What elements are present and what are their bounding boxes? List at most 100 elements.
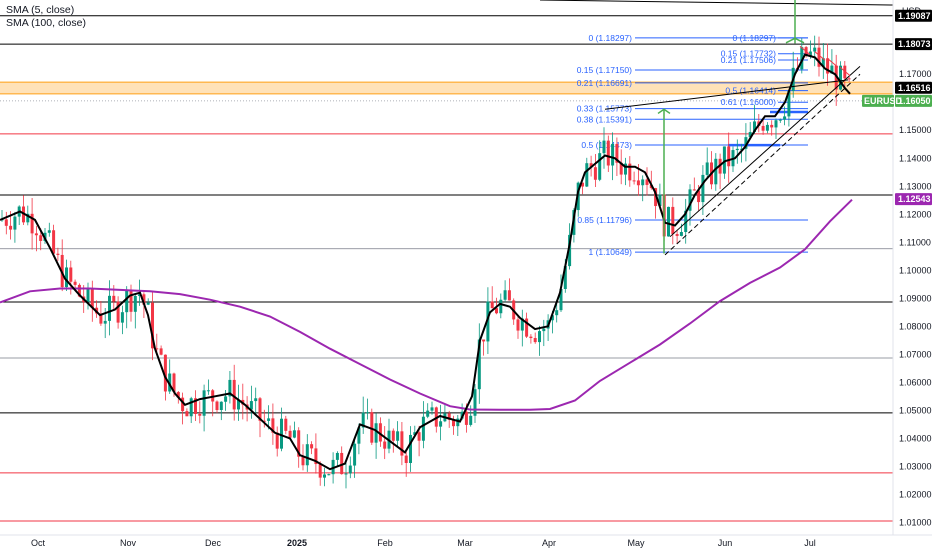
y-tick-label: 1.13000 [899, 181, 932, 191]
candle-body [482, 339, 486, 342]
candle-body [249, 401, 253, 410]
candle [219, 401, 223, 421]
candle [155, 333, 159, 353]
candle [404, 449, 408, 477]
candle [348, 456, 352, 479]
candle [232, 364, 236, 421]
fib-level-label: 1 (1.10649) [589, 247, 633, 257]
candle-body [284, 418, 288, 431]
candle [400, 421, 404, 466]
candle-body [65, 267, 68, 288]
candle [770, 120, 774, 136]
candle-body [826, 58, 830, 74]
candle-body [327, 474, 331, 476]
candle-body [744, 137, 748, 149]
fib-level-label: 0.85 (1.11796) [577, 215, 632, 225]
candle-body [396, 431, 400, 441]
symbol-tag-text: EURUSD [864, 96, 903, 106]
candle [516, 315, 520, 339]
candle [624, 157, 627, 186]
candle [559, 274, 563, 312]
sell-arrow [814, 51, 826, 61]
candle-body [563, 266, 567, 289]
price-labels: 1.19087 1.18073 1.16516 1.16050 1.12543 EURUS… [862, 9, 932, 206]
sell-arrow [839, 66, 851, 77]
candle-body [47, 230, 51, 233]
candle-body [421, 416, 425, 441]
candle [839, 61, 842, 91]
legend-sma100[interactable]: SMA (100, close) [6, 17, 86, 29]
arrow-head [657, 108, 671, 115]
candle [280, 407, 283, 452]
sma5-line [0, 53, 851, 471]
candle-body [727, 146, 731, 167]
candle-body [697, 190, 701, 203]
x-tick-label: Oct [31, 538, 46, 548]
candle-body [559, 288, 563, 311]
legend-sma5[interactable]: SMA (5, close) [6, 4, 75, 16]
candle [185, 408, 189, 417]
candle-body [228, 379, 232, 397]
y-tick-label: 1.09000 [899, 293, 932, 303]
candle-body [176, 392, 180, 398]
candle-body [671, 206, 675, 235]
candle-body [90, 288, 94, 308]
candle-body [568, 234, 572, 267]
candle [847, 76, 851, 83]
candle-body [632, 180, 636, 182]
candle [744, 123, 748, 162]
candle [314, 433, 318, 474]
resistance-zone [0, 81, 893, 95]
arrow-head [785, 37, 805, 44]
candle [800, 38, 804, 74]
trend-drawings [604, 0, 861, 256]
candle-body [125, 290, 129, 313]
fib-level-label: 0.61 (1.16000) [721, 97, 776, 107]
candle-body [753, 121, 756, 133]
fib-level-label: 0.15 (1.17150) [577, 65, 632, 75]
candle-body [787, 90, 791, 117]
candle-body [636, 180, 640, 186]
candle [34, 225, 38, 252]
candle [525, 312, 529, 339]
candle-body [133, 296, 137, 312]
y-tick-label: 1.15000 [899, 125, 932, 135]
candle-body [292, 430, 296, 438]
price-pill-text: 1.19087 [898, 11, 931, 21]
candle [288, 425, 292, 438]
candle-body [237, 399, 240, 410]
candle [353, 439, 357, 478]
candle-body [430, 407, 434, 411]
candle [258, 397, 262, 438]
candle [206, 379, 210, 395]
candle-body [361, 412, 365, 428]
candle [151, 290, 154, 361]
channel-line [669, 66, 861, 238]
candle [297, 427, 301, 468]
candle [292, 421, 296, 439]
candle-body [761, 125, 765, 131]
candle-body [353, 443, 357, 466]
candle [843, 60, 847, 90]
candle-body [692, 189, 696, 191]
candle-body [740, 148, 744, 150]
candle-body [464, 411, 468, 425]
candle [529, 334, 533, 344]
price-axis[interactable]: USD 1.010001.020001.030001.040001.050001… [892, 0, 932, 535]
y-tick-label: 1.08000 [899, 321, 932, 331]
candle [783, 106, 787, 126]
candle [194, 390, 197, 421]
candle [778, 118, 782, 123]
x-tick-label: Nov [120, 538, 137, 548]
candle [340, 446, 344, 475]
fib-level-label: 0.15 (1.17732) [721, 49, 776, 59]
price-pill [895, 81, 932, 94]
candle-body [821, 58, 825, 67]
candle-body [151, 302, 154, 349]
candle [305, 434, 309, 472]
time-axis[interactable]: Oct Nov Dec 2025 Feb Mar Apr May Jun Jul [0, 534, 932, 548]
candle-body [520, 318, 524, 331]
candle-body [452, 419, 455, 427]
fib-level-label: 0 (1.18297) [733, 33, 777, 43]
